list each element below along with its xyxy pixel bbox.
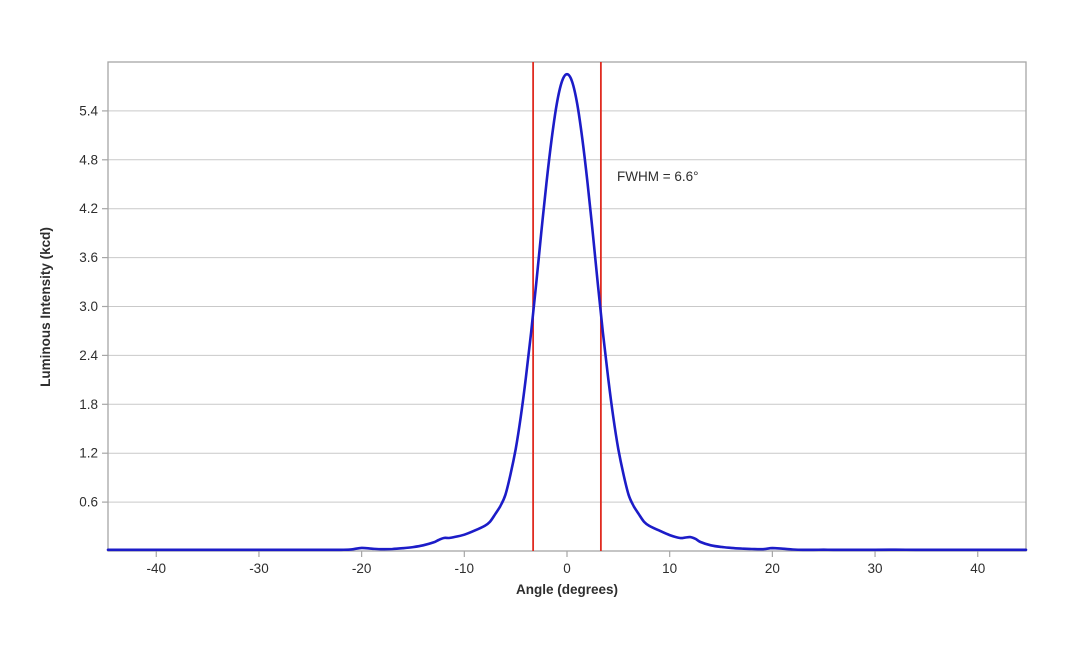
x-tick-label: 40: [970, 561, 985, 576]
y-tick-label: 0.6: [79, 495, 98, 510]
series-layer: [106, 62, 1028, 552]
x-tick-label: 0: [563, 561, 571, 576]
x-tick-label: 30: [868, 561, 883, 576]
x-tick-label: 20: [765, 561, 780, 576]
x-tick-label: -10: [455, 561, 475, 576]
y-tick-label: 3.6: [79, 250, 98, 265]
x-tick-label: -20: [352, 561, 372, 576]
y-axis-title: Luminous Intensity (kcd): [38, 227, 53, 387]
intensity-curve: [106, 72, 1028, 552]
x-tick-label: -40: [147, 561, 167, 576]
plot-border: [107, 61, 1027, 552]
x-tick-label: 10: [662, 561, 677, 576]
grid-and-axes: 0.6 1.2 1.8 2.4 3.0 3.6 4.2 4.8 5.4 -40 -30 -20 -10 0…: [79, 61, 1027, 576]
y-tick-label: 3.0: [79, 299, 98, 314]
x-axis-title: Angle (degrees): [516, 582, 618, 597]
y-tick-label: 2.4: [79, 348, 98, 363]
y-tick-label: 4.2: [79, 201, 98, 216]
fwhm-annotation: FWHM = 6.6°: [617, 169, 699, 184]
y-tick-label: 1.8: [79, 397, 98, 412]
y-tick-label: 1.2: [79, 446, 98, 461]
y-tick-label: 4.8: [79, 152, 98, 167]
x-tick-label: -30: [249, 561, 269, 576]
y-tick-label: 5.4: [79, 103, 98, 118]
